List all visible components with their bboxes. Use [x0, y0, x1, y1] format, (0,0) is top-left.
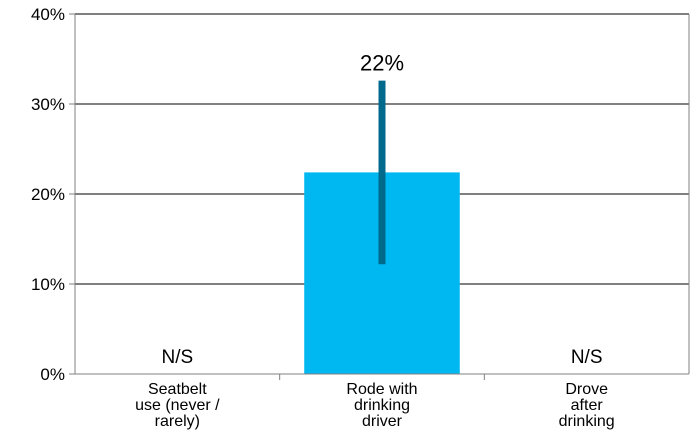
y-tick-label: 0% — [40, 365, 65, 384]
x-category-label: Drove after drinking — [559, 381, 615, 430]
bar-layer — [304, 80, 460, 374]
ns-label: N/S — [571, 347, 603, 368]
y-tick-label: 40% — [31, 5, 65, 24]
y-tick-label: 10% — [31, 275, 65, 294]
data-label: 22% — [360, 51, 404, 76]
axis-layer — [69, 13, 690, 380]
y-tick-label: 20% — [31, 185, 65, 204]
y-tick-label: 30% — [31, 95, 65, 114]
x-category-label: Seatbelt use (never / rarely) — [135, 381, 220, 430]
ns-label: N/S — [161, 347, 193, 368]
x-category-label: Rode with drinking driver — [346, 381, 417, 430]
label-layer: 0% 10% 20% 30% 40% N/S Seatbelt use (never / rar… — [31, 5, 615, 430]
